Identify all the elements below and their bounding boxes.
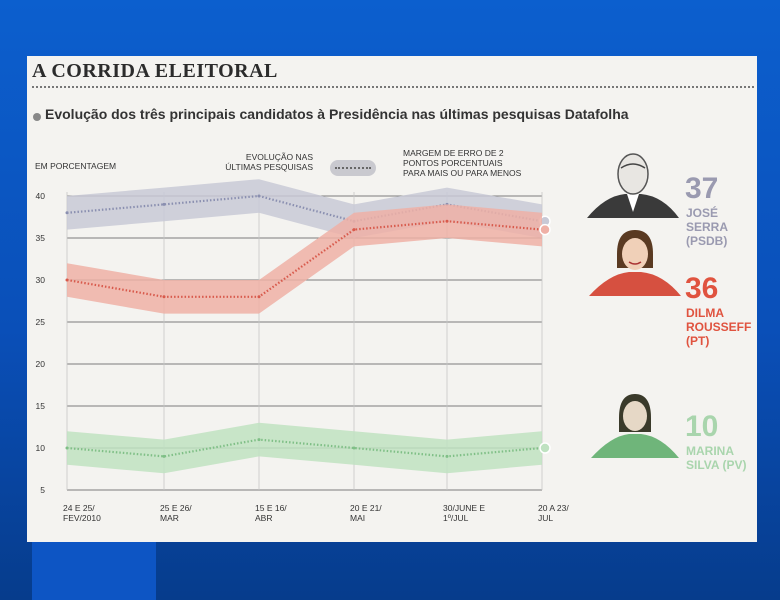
serra-name: JOSÉ SERRA (PSDB) — [686, 206, 729, 248]
chart-title: A CORRIDA ELEITORAL — [32, 60, 278, 82]
x-tick-label: 30/JUNE E 1º/JUL — [443, 503, 485, 523]
serra-percentage: 37 — [685, 172, 719, 205]
x-tick-label: 15 E 16/ABR — [255, 503, 287, 523]
legend-swatch — [330, 160, 376, 176]
unit-label: EM PORCENTAGEM — [35, 161, 117, 171]
portrait-serra-icon — [587, 153, 679, 218]
data-point — [162, 454, 166, 458]
data-point — [445, 219, 449, 223]
data-point — [65, 446, 69, 450]
data-point — [162, 295, 166, 299]
data-point — [352, 446, 356, 450]
y-tick-label: 35 — [36, 233, 46, 243]
data-point — [65, 278, 69, 282]
bullet-icon — [33, 113, 41, 121]
title-rule — [32, 86, 754, 88]
error-band-series-2 — [67, 204, 542, 314]
y-tick-label: 10 — [36, 443, 46, 453]
slide-decor-block — [32, 542, 156, 600]
line-chart: 40 35 30 25 20 15 10 5 24 E 25/FEV/2010 25 E 26/M… — [36, 179, 569, 523]
data-point — [352, 228, 356, 232]
x-tick-label: 24 E 25/FEV/2010 — [63, 503, 101, 523]
data-point — [257, 194, 261, 198]
legend-trend-label: EVOLUÇÃO NAS ÚLTIMAS PESQUISAS — [225, 152, 313, 172]
chart-subtitle: Evolução dos três principais candidatos … — [45, 106, 629, 122]
y-tick-label: 20 — [36, 359, 46, 369]
data-point — [257, 295, 261, 299]
x-tick-label: 20 E 21/MAI — [350, 503, 382, 523]
newspaper-clipping: A CORRIDA ELEITORAL Evolução dos três pr… — [27, 56, 757, 542]
data-point — [257, 438, 261, 442]
series-line-3 — [66, 438, 543, 458]
data-point — [445, 454, 449, 458]
dilma-name: DILMA ROUSSEFF (PT) — [686, 306, 752, 348]
x-tick-label: 25 E 26/MAR — [160, 503, 192, 523]
portrait-marina-icon — [591, 394, 679, 458]
marina-percentage: 10 — [685, 410, 719, 443]
legend-margin-label: MARGEM DE ERRO DE 2 PONTOS PORCENTUAIS P… — [403, 148, 522, 178]
y-tick-label: 5 — [40, 485, 45, 495]
y-tick-label: 25 — [36, 317, 46, 327]
series-line-1 — [66, 194, 543, 223]
portrait-dilma-icon — [589, 230, 681, 296]
data-point — [65, 211, 69, 215]
dilma-percentage: 36 — [685, 272, 719, 305]
x-tick-label: 20 A 23/JUL — [538, 503, 569, 523]
y-tick-label: 40 — [36, 191, 46, 201]
data-point — [162, 202, 166, 206]
series-end-marker — [539, 442, 551, 454]
y-tick-label: 30 — [36, 275, 46, 285]
series-end-marker — [539, 223, 551, 236]
marina-name: MARINA SILVA (PV) — [686, 444, 747, 472]
y-tick-label: 15 — [36, 401, 46, 411]
error-band-series-3 — [67, 422, 542, 474]
